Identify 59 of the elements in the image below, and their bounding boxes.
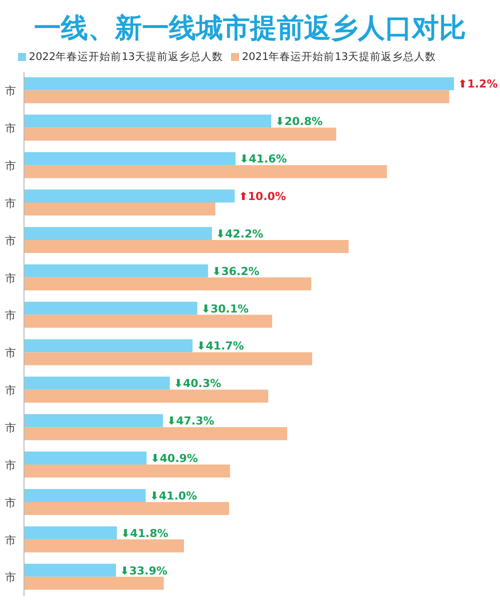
bar bbox=[24, 452, 147, 465]
y-tick-label: 市 bbox=[5, 421, 16, 434]
bar bbox=[24, 376, 170, 390]
bar bbox=[24, 502, 230, 515]
bar bbox=[24, 390, 268, 403]
y-tick-label: 市 bbox=[5, 534, 16, 547]
bar bbox=[24, 77, 454, 90]
y-tick-label: 市 bbox=[5, 346, 16, 360]
y-tick-label: 市 bbox=[5, 272, 16, 285]
legend-label: 2021年春运开始前13天提前返乡总人数 bbox=[242, 50, 436, 64]
annotation: ⬇33.9% bbox=[120, 564, 168, 578]
bar bbox=[24, 202, 216, 216]
bar bbox=[24, 564, 116, 577]
y-tick-label: 市 bbox=[5, 496, 16, 510]
y-tick-label: 市 bbox=[5, 234, 16, 248]
y-tick-label: 市 bbox=[5, 159, 16, 172]
y-tick-label: 市 bbox=[5, 309, 16, 322]
annotation: ⬇40.3% bbox=[174, 377, 222, 390]
bar bbox=[24, 339, 193, 352]
annotation: ⬆10.0% bbox=[238, 190, 286, 204]
y-tick-label: 市 bbox=[5, 196, 16, 210]
bar bbox=[24, 226, 212, 240]
annotation: ⬇36.2% bbox=[212, 264, 260, 278]
bar bbox=[24, 427, 288, 440]
y-tick-label: 市 bbox=[5, 84, 16, 98]
annotation: ⬇41.0% bbox=[150, 489, 198, 502]
text: ⬆1.2% bbox=[458, 78, 498, 91]
bar bbox=[24, 464, 230, 478]
annotation: ⬇42.2% bbox=[216, 227, 264, 240]
bar bbox=[24, 352, 312, 366]
y-tick-label: 市 bbox=[5, 384, 16, 398]
annotation: ⬇41.8% bbox=[120, 526, 168, 540]
bar bbox=[24, 277, 312, 290]
bar bbox=[24, 128, 336, 141]
bar bbox=[24, 488, 146, 502]
annotation: ⬇47.3% bbox=[166, 414, 214, 428]
annotation: ⬇41.6% bbox=[240, 152, 287, 166]
bar bbox=[24, 114, 272, 128]
y-tick-label: 市 bbox=[5, 458, 16, 472]
annotation: ⬇30.1% bbox=[201, 302, 249, 316]
bar bbox=[24, 240, 349, 253]
bar bbox=[24, 314, 272, 328]
bar bbox=[24, 165, 387, 178]
bar bbox=[24, 152, 236, 166]
bar bbox=[24, 302, 198, 315]
legend-label: 2022年春运开始前13天提前返乡总人数 bbox=[28, 50, 223, 64]
bar bbox=[24, 264, 208, 278]
bar bbox=[24, 526, 117, 540]
bar bbox=[24, 576, 164, 590]
annotation: ⬇40.9% bbox=[150, 452, 198, 466]
y-tick-label: 市 bbox=[5, 571, 16, 584]
bar bbox=[24, 90, 450, 104]
chart-title: 一线、新一线城市提前返乡人口对比 bbox=[33, 12, 467, 46]
annotation: ⬇41.7% bbox=[196, 340, 244, 353]
y-tick-label: 市 bbox=[5, 122, 16, 136]
bar bbox=[24, 414, 163, 428]
bar bbox=[24, 190, 235, 203]
bar bbox=[24, 539, 184, 552]
annotation: ⬇20.8% bbox=[275, 115, 323, 128]
